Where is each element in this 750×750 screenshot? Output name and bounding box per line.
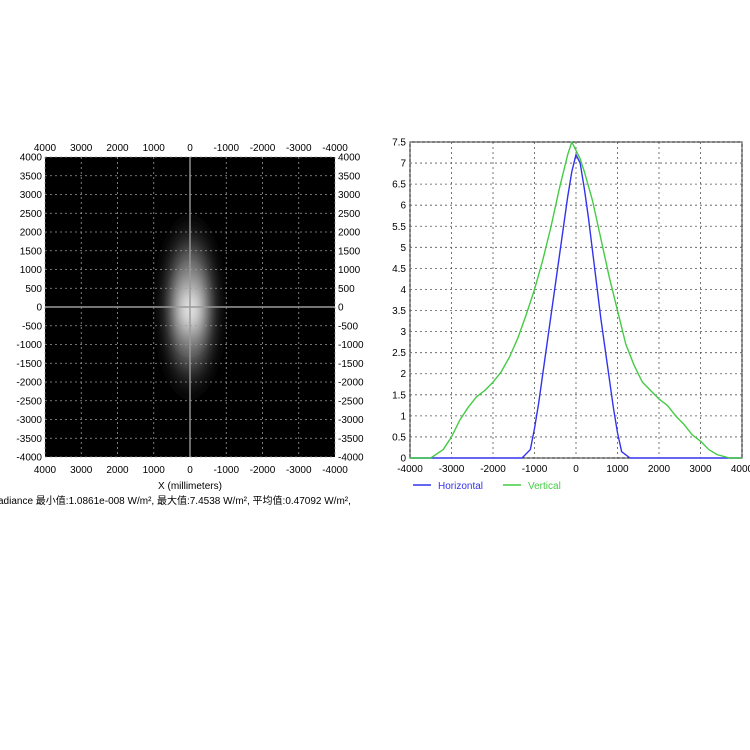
line-y-tick: 0 <box>400 454 406 465</box>
heatmap-y-tick-left: 2500 <box>20 209 43 220</box>
heatmap-y-tick-left: 4000 <box>20 153 43 164</box>
line-y-tick: 6.5 <box>392 180 406 191</box>
line-y-tick: 4.5 <box>392 264 406 275</box>
heatmap-y-tick-left: 3000 <box>20 190 43 201</box>
heatmap-y-tick-right: 3000 <box>338 190 361 201</box>
heatmap-y-tick-left: -1500 <box>16 359 42 370</box>
heatmap-x-axis-label: X (millimeters) <box>158 481 222 492</box>
heatmap-y-tick-right: 1500 <box>338 246 361 257</box>
heatmap-y-tick-right: -3000 <box>338 415 364 426</box>
heatmap-y-tick-right: -3500 <box>338 434 364 445</box>
heatmap-x-tick-top: -2000 <box>250 143 276 154</box>
heatmap-x-tick-bottom: -2000 <box>250 465 276 476</box>
heatmap-y-tick-left: 500 <box>25 284 42 295</box>
line-x-tick: 3000 <box>689 464 712 475</box>
line-y-tick: 0.5 <box>392 432 406 443</box>
line-y-tick: 7.5 <box>392 138 406 149</box>
heatmap-caption: adiance 最小值:1.0861e-008 W/m², 最大值:7.4538… <box>0 494 351 507</box>
line-y-tick: 2 <box>400 369 406 380</box>
heatmap-x-tick-bottom: 3000 <box>70 465 93 476</box>
line-y-tick: 6 <box>400 201 406 212</box>
heatmap-y-tick-right: 2500 <box>338 209 361 220</box>
heatmap-y-tick-left: -2500 <box>16 396 42 407</box>
heatmap-x-tick-bottom: 2000 <box>106 465 129 476</box>
line-y-tick: 5 <box>400 243 406 254</box>
heatmap-y-tick-left: -2000 <box>16 378 42 389</box>
heatmap-y-tick-left: -500 <box>22 321 42 332</box>
line-y-tick: 1 <box>400 411 406 422</box>
heatmap-y-tick-left: 1000 <box>20 265 43 276</box>
line-series-group <box>410 141 742 459</box>
line-panel: -4000 -3000 -2000 -1000 0 1000 2000 3000 4000 0 0.… <box>392 138 750 493</box>
heatmap-grid <box>44 156 336 458</box>
line-x-tick: 0 <box>573 464 579 475</box>
heatmap-x-tick-top: 3000 <box>70 143 93 154</box>
heatmap-y-tick-left: -1000 <box>16 340 42 351</box>
line-grid <box>409 141 743 459</box>
heatmap-x-tick-bottom: -1000 <box>213 465 239 476</box>
line-x-tick: 4000 <box>731 464 750 475</box>
heatmap-x-tick-top: -4000 <box>322 143 348 154</box>
heatmap-y-tick-right: 500 <box>338 284 355 295</box>
line-plot-area <box>409 141 743 459</box>
heatmap-y-tick-right: -2000 <box>338 378 364 389</box>
heatmap-x-tick-bottom: 1000 <box>143 465 166 476</box>
line-y-tick: 2.5 <box>392 348 406 359</box>
legend-label-vertical: Vertical <box>528 481 561 492</box>
heatmap-y-tick-right: -500 <box>338 321 358 332</box>
line-y-tick: 1.5 <box>392 390 406 401</box>
heatmap-y-tick-left: 0 <box>36 303 42 314</box>
line-axes: -4000 -3000 -2000 -1000 0 1000 2000 3000 4000 0 0.… <box>392 138 750 476</box>
heatmap-y-tick-left: -4000 <box>16 453 42 464</box>
line-x-tick: 1000 <box>606 464 629 475</box>
heatmap-panel: 4000400030003000200020001000100000-1000-… <box>0 143 364 507</box>
heatmap-y-tick-right: -1500 <box>338 359 364 370</box>
line-x-tick: -2000 <box>480 464 506 475</box>
line-y-tick: 4 <box>400 285 406 296</box>
heatmap-y-tick-left: -3500 <box>16 434 42 445</box>
line-y-tick: 3.5 <box>392 306 406 317</box>
heatmap-x-tick-top: 0 <box>187 143 193 154</box>
heatmap-y-tick-right: 1000 <box>338 265 361 276</box>
line-y-tick: 7 <box>400 159 406 170</box>
heatmap-x-tick-top: 4000 <box>34 143 57 154</box>
legend-label-horizontal: Horizontal <box>438 481 483 492</box>
series-line-vertical <box>410 141 742 459</box>
heatmap-x-tick-top: -1000 <box>213 143 239 154</box>
heatmap-y-tick-right: -1000 <box>338 340 364 351</box>
heatmap-y-tick-right: 3500 <box>338 171 361 182</box>
heatmap-y-tick-right: 0 <box>338 303 344 314</box>
heatmap-x-tick-top: -3000 <box>286 143 312 154</box>
heatmap-y-tick-right: 2000 <box>338 228 361 239</box>
line-x-tick: -3000 <box>439 464 465 475</box>
heatmap-axes: 4000400030003000200020001000100000-1000-… <box>16 143 364 476</box>
heatmap-x-tick-bottom: 4000 <box>34 465 57 476</box>
heatmap-y-tick-left: -3000 <box>16 415 42 426</box>
heatmap-x-tick-bottom: -4000 <box>322 465 348 476</box>
heatmap-y-tick-right: -4000 <box>338 453 364 464</box>
line-y-tick: 3 <box>400 327 406 338</box>
heatmap-y-tick-left: 1500 <box>20 246 43 257</box>
line-y-tick: 5.5 <box>392 222 406 233</box>
line-legend: Horizontal Vertical <box>413 481 561 492</box>
heatmap-y-tick-left: 3500 <box>20 171 43 182</box>
heatmap-y-tick-right: 4000 <box>338 153 361 164</box>
heatmap-y-tick-right: -2500 <box>338 396 364 407</box>
line-x-tick: -1000 <box>522 464 548 475</box>
heatmap-x-tick-bottom: -3000 <box>286 465 312 476</box>
heatmap-x-tick-top: 1000 <box>143 143 166 154</box>
heatmap-x-tick-bottom: 0 <box>187 465 193 476</box>
heatmap-y-tick-left: 2000 <box>20 228 43 239</box>
line-x-tick: -4000 <box>397 464 423 475</box>
line-x-tick: 2000 <box>648 464 671 475</box>
series-line-horizontal <box>410 153 742 459</box>
heatmap-x-tick-top: 2000 <box>106 143 129 154</box>
